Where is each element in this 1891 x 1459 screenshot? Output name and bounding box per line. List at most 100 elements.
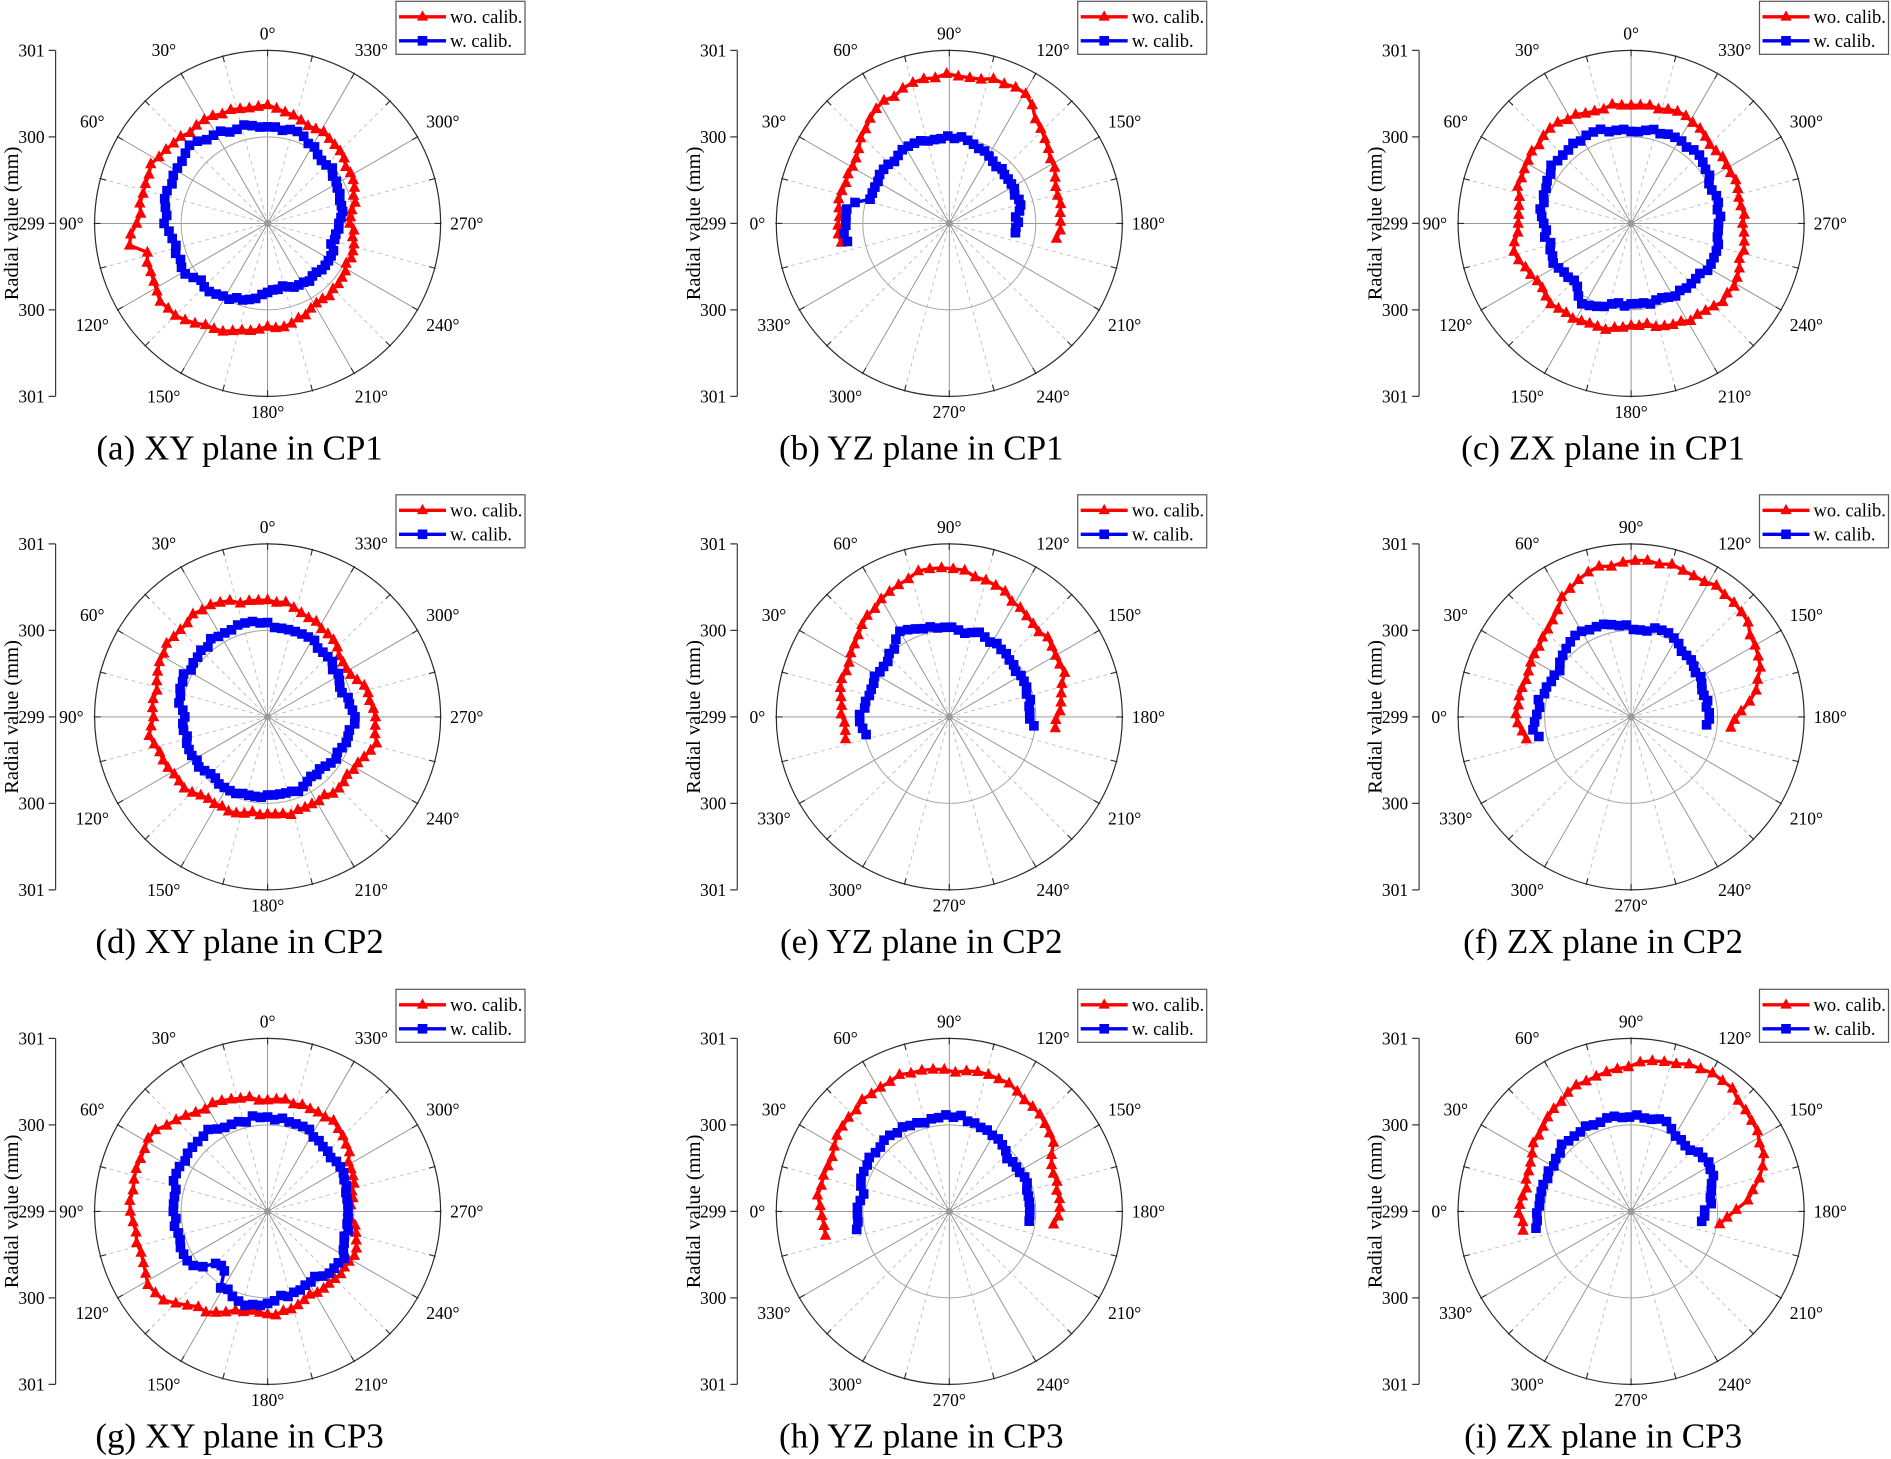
svg-text:Radial value (mm): Radial value (mm) bbox=[1, 640, 23, 794]
svg-text:90°: 90° bbox=[937, 1011, 962, 1031]
svg-text:180°: 180° bbox=[251, 895, 284, 915]
svg-text:300°: 300° bbox=[829, 1375, 862, 1395]
svg-text:301: 301 bbox=[1382, 880, 1408, 900]
svg-text:150°: 150° bbox=[1790, 1100, 1823, 1120]
svg-text:299: 299 bbox=[1382, 213, 1409, 233]
svg-text:240°: 240° bbox=[1036, 880, 1069, 900]
svg-text:(g) XY plane in CP3: (g) XY plane in CP3 bbox=[95, 1416, 383, 1455]
svg-text:210°: 210° bbox=[355, 880, 388, 900]
svg-text:300°: 300° bbox=[426, 605, 459, 625]
svg-text:330°: 330° bbox=[1718, 40, 1751, 60]
svg-text:180°: 180° bbox=[251, 1390, 284, 1410]
svg-text:301: 301 bbox=[1382, 1374, 1408, 1394]
svg-text:301: 301 bbox=[700, 386, 726, 406]
svg-text:30°: 30° bbox=[1515, 40, 1540, 60]
svg-text:w. calib.: w. calib. bbox=[1132, 1020, 1194, 1040]
svg-text:w. calib.: w. calib. bbox=[450, 526, 512, 546]
svg-text:300: 300 bbox=[18, 1115, 45, 1135]
svg-text:60°: 60° bbox=[833, 40, 858, 60]
svg-text:(b) YZ plane in CP1: (b) YZ plane in CP1 bbox=[779, 428, 1064, 467]
svg-text:240°: 240° bbox=[426, 809, 459, 829]
svg-text:299: 299 bbox=[700, 1201, 727, 1221]
svg-text:60°: 60° bbox=[80, 112, 105, 132]
svg-text:240°: 240° bbox=[1718, 1375, 1751, 1395]
svg-text:299: 299 bbox=[700, 213, 727, 233]
svg-text:301: 301 bbox=[18, 534, 44, 554]
svg-text:30°: 30° bbox=[152, 40, 177, 60]
svg-text:180°: 180° bbox=[1614, 402, 1647, 422]
svg-text:w. calib.: w. calib. bbox=[1814, 32, 1876, 52]
svg-text:300: 300 bbox=[700, 620, 727, 640]
svg-text:301: 301 bbox=[1382, 1028, 1408, 1048]
svg-text:30°: 30° bbox=[762, 112, 787, 132]
svg-text:150°: 150° bbox=[1511, 387, 1544, 407]
svg-text:wo. calib.: wo. calib. bbox=[450, 8, 522, 28]
svg-text:210°: 210° bbox=[1790, 809, 1823, 829]
svg-text:(a) XY plane in CP1: (a) XY plane in CP1 bbox=[96, 428, 382, 467]
svg-text:180°: 180° bbox=[251, 402, 284, 422]
svg-text:300: 300 bbox=[1382, 300, 1409, 320]
svg-text:150°: 150° bbox=[1790, 605, 1823, 625]
svg-text:60°: 60° bbox=[833, 534, 858, 554]
svg-text:wo. calib.: wo. calib. bbox=[1132, 8, 1204, 28]
svg-text:301: 301 bbox=[700, 1028, 726, 1048]
svg-text:0°: 0° bbox=[1623, 23, 1639, 43]
svg-text:301: 301 bbox=[18, 40, 44, 60]
svg-text:0°: 0° bbox=[260, 517, 276, 537]
svg-text:301: 301 bbox=[18, 386, 44, 406]
svg-text:90°: 90° bbox=[1619, 517, 1644, 537]
svg-text:30°: 30° bbox=[152, 534, 177, 554]
svg-text:300: 300 bbox=[700, 127, 727, 147]
svg-text:330°: 330° bbox=[757, 1303, 790, 1323]
svg-text:300: 300 bbox=[1382, 793, 1409, 813]
svg-text:240°: 240° bbox=[1036, 1375, 1069, 1395]
svg-text:wo. calib.: wo. calib. bbox=[450, 996, 522, 1016]
svg-text:120°: 120° bbox=[1036, 1028, 1069, 1048]
svg-text:300: 300 bbox=[700, 1288, 727, 1308]
svg-text:300: 300 bbox=[1382, 1115, 1409, 1135]
svg-text:wo. calib.: wo. calib. bbox=[1132, 996, 1204, 1016]
svg-text:180°: 180° bbox=[1814, 707, 1847, 727]
svg-text:150°: 150° bbox=[147, 1375, 180, 1395]
svg-text:300°: 300° bbox=[829, 387, 862, 407]
svg-text:299: 299 bbox=[1382, 707, 1409, 727]
svg-text:301: 301 bbox=[700, 1374, 726, 1394]
svg-text:210°: 210° bbox=[1108, 1303, 1141, 1323]
svg-text:150°: 150° bbox=[1108, 1100, 1141, 1120]
svg-text:301: 301 bbox=[1382, 40, 1408, 60]
svg-text:299: 299 bbox=[18, 213, 45, 233]
svg-text:210°: 210° bbox=[1790, 1303, 1823, 1323]
svg-text:301: 301 bbox=[700, 534, 726, 554]
svg-text:301: 301 bbox=[700, 40, 726, 60]
svg-text:210°: 210° bbox=[355, 1375, 388, 1395]
svg-text:w. calib.: w. calib. bbox=[1132, 526, 1194, 546]
svg-text:300°: 300° bbox=[829, 880, 862, 900]
svg-text:120°: 120° bbox=[1036, 534, 1069, 554]
svg-text:180°: 180° bbox=[1132, 707, 1165, 727]
svg-text:120°: 120° bbox=[1036, 40, 1069, 60]
svg-text:(e) YZ plane in CP2: (e) YZ plane in CP2 bbox=[780, 922, 1063, 961]
svg-text:Radial value (mm): Radial value (mm) bbox=[683, 147, 705, 301]
svg-text:30°: 30° bbox=[762, 605, 787, 625]
svg-text:120°: 120° bbox=[1718, 534, 1751, 554]
svg-text:330°: 330° bbox=[355, 1028, 388, 1048]
svg-text:330°: 330° bbox=[757, 809, 790, 829]
svg-text:270°: 270° bbox=[450, 213, 483, 233]
svg-text:330°: 330° bbox=[1439, 1303, 1472, 1323]
svg-text:90°: 90° bbox=[59, 213, 84, 233]
svg-text:150°: 150° bbox=[147, 387, 180, 407]
svg-text:300: 300 bbox=[18, 793, 45, 813]
svg-text:(h) YZ plane in CP3: (h) YZ plane in CP3 bbox=[779, 1416, 1064, 1455]
svg-text:120°: 120° bbox=[76, 315, 109, 335]
svg-text:Radial value (mm): Radial value (mm) bbox=[1365, 640, 1387, 794]
svg-text:60°: 60° bbox=[80, 605, 105, 625]
svg-text:240°: 240° bbox=[1718, 880, 1751, 900]
svg-text:0°: 0° bbox=[750, 707, 766, 727]
svg-text:0°: 0° bbox=[750, 213, 766, 233]
svg-text:w. calib.: w. calib. bbox=[1814, 526, 1876, 546]
svg-text:0°: 0° bbox=[750, 1201, 766, 1221]
svg-text:30°: 30° bbox=[1444, 1100, 1469, 1120]
svg-text:Radial value (mm): Radial value (mm) bbox=[1365, 1135, 1387, 1289]
svg-text:300: 300 bbox=[1382, 620, 1409, 640]
svg-text:270°: 270° bbox=[450, 1201, 483, 1221]
